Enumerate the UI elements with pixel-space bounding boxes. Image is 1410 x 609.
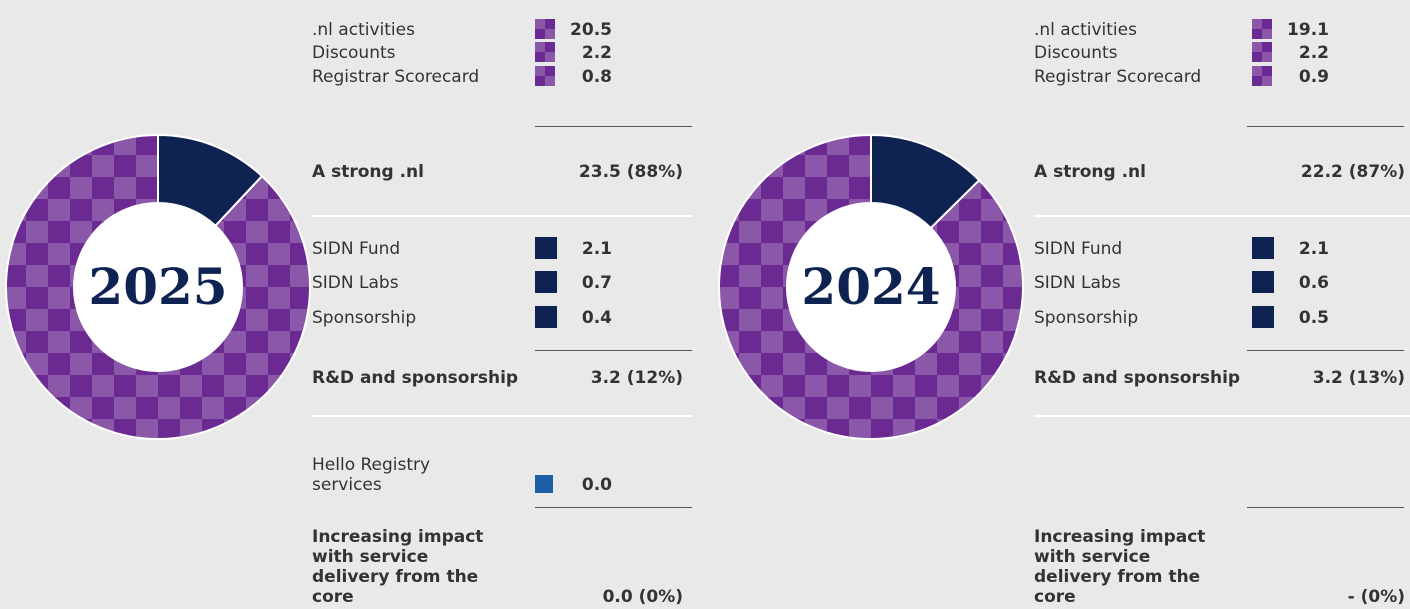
legend-swatch	[535, 42, 555, 62]
center-label: 2024	[801, 257, 940, 316]
group-value: 0.0 (0%)	[602, 587, 683, 607]
group-label: R&D and sponsorship	[312, 368, 519, 388]
item-value: 2.1	[581, 239, 612, 259]
item-value: 0.0	[581, 475, 612, 495]
legend-swatch	[535, 475, 553, 493]
group-label: A strong .nl	[312, 162, 424, 182]
group-value: 3.2 (12%)	[590, 368, 683, 388]
item-label: Sponsorship	[1034, 308, 1139, 328]
item-label: Registrar Scorecard	[1034, 67, 1202, 87]
item-value: 20.5	[570, 20, 612, 40]
item-value: 0.7	[581, 273, 612, 293]
donut-hole	[787, 203, 955, 371]
item-label: Discounts	[1034, 43, 1118, 63]
legend-swatch	[1252, 42, 1272, 62]
legend-swatch	[535, 271, 557, 293]
item-value: 0.5	[1298, 308, 1329, 328]
group-value: 3.2 (13%)	[1312, 368, 1405, 388]
legend-swatch	[1252, 19, 1272, 39]
separator	[535, 507, 692, 508]
group-value: - (0%)	[1347, 587, 1405, 607]
separator	[535, 126, 692, 127]
item-value: 0.9	[1298, 67, 1329, 87]
item-label: .nl activities	[312, 20, 415, 40]
legend-swatch	[1252, 66, 1272, 86]
item-value: 2.2	[581, 43, 612, 63]
separator	[1247, 350, 1404, 351]
group-label: A strong .nl	[1034, 162, 1146, 182]
group-value: 22.2 (87%)	[1300, 162, 1405, 182]
item-label: Hello Registry services	[312, 455, 431, 495]
legend-swatch	[535, 237, 557, 259]
separator	[312, 215, 692, 217]
separator	[1034, 415, 1410, 417]
item-value: 0.8	[581, 67, 612, 87]
item-label: Sponsorship	[312, 308, 417, 328]
legend-swatch	[535, 19, 555, 39]
item-label: Discounts	[312, 43, 396, 63]
item-label: SIDN Fund	[312, 239, 401, 259]
item-label: .nl activities	[1034, 20, 1137, 40]
item-value: 2.1	[1298, 239, 1329, 259]
item-value: 19.1	[1287, 20, 1329, 40]
legend-swatch	[1252, 306, 1274, 328]
group-label: Increasing impact with service delivery …	[312, 527, 484, 607]
item-label: SIDN Labs	[312, 273, 399, 293]
item-label: Registrar Scorecard	[312, 67, 480, 87]
item-label: SIDN Fund	[1034, 239, 1123, 259]
legend-swatch	[1252, 271, 1274, 293]
legend-swatch	[535, 306, 557, 328]
separator	[1034, 215, 1410, 217]
item-label: SIDN Labs	[1034, 273, 1121, 293]
legend-swatch	[1252, 237, 1274, 259]
separator	[535, 350, 692, 351]
group-label: Increasing impact with service delivery …	[1034, 527, 1206, 607]
group-value: 23.5 (88%)	[578, 162, 683, 182]
legend-swatch	[535, 66, 555, 86]
item-value: 0.6	[1298, 273, 1329, 293]
item-value: 0.4	[581, 308, 612, 328]
item-value: 2.2	[1298, 43, 1329, 63]
donut-hole	[74, 203, 242, 371]
group-label: R&D and sponsorship	[1034, 368, 1241, 388]
separator	[1247, 126, 1404, 127]
separator	[312, 415, 692, 417]
separator	[1247, 507, 1404, 508]
center-label: 2025	[88, 257, 227, 316]
